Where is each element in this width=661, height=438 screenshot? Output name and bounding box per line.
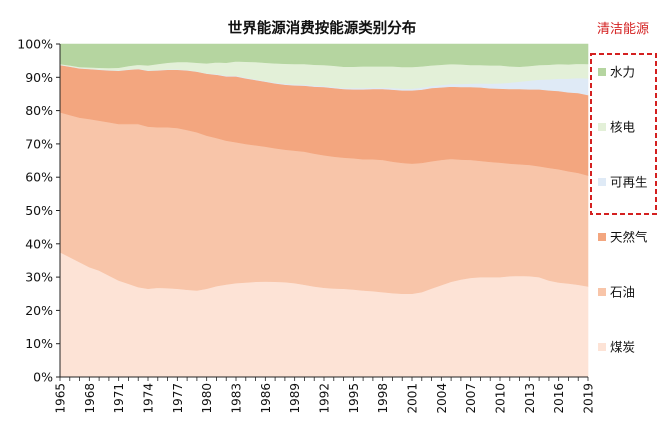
chart-title: 世界能源消费按能源类别分布	[228, 19, 417, 37]
x-tick-label: 2001	[406, 383, 420, 414]
y-tick-label: 80%	[25, 103, 53, 118]
x-tick-label: 1995	[347, 383, 361, 414]
legend-label: 水力	[610, 65, 635, 80]
area-series-5	[59, 43, 589, 69]
legend-label: 石油	[610, 285, 635, 300]
x-tick-label: 1968	[83, 383, 97, 414]
x-axis: 1965 1968 1971 1974 1977 1980 1983 1986 1989 1992…	[54, 376, 596, 414]
x-tick-label: 1986	[259, 383, 273, 414]
y-tick-label: 50%	[25, 203, 53, 218]
y-tick-label: 100%	[17, 37, 53, 52]
legend-swatch	[598, 343, 606, 351]
x-tick-label: 2004	[435, 383, 449, 414]
y-tick-label: 10%	[25, 336, 53, 351]
x-tick-label: 2019	[582, 383, 596, 414]
legend-swatch	[598, 233, 606, 241]
y-tick-label: 70%	[25, 136, 53, 151]
x-tick-label: 1965	[54, 383, 68, 414]
y-tick-label: 0%	[33, 370, 53, 385]
x-tick-label: 1974	[142, 383, 156, 414]
legend-label: 可再生	[610, 175, 648, 190]
clean-energy-label: 清洁能源	[597, 22, 649, 37]
legend-swatch	[598, 68, 606, 76]
legend-swatch	[598, 123, 606, 131]
x-tick-label: 1980	[200, 383, 214, 414]
x-tick-label: 1971	[112, 383, 126, 414]
legend-swatch	[598, 288, 606, 296]
x-tick-label: 1977	[171, 383, 185, 414]
x-tick-label: 2016	[552, 383, 566, 414]
legend-label: 煤炭	[610, 340, 635, 355]
legend-label: 核电	[610, 120, 636, 135]
y-tick-label: 90%	[25, 70, 53, 85]
x-tick-label: 1983	[230, 383, 244, 414]
x-tick-label: 2007	[464, 383, 478, 414]
clean-energy-bracket	[590, 53, 657, 215]
y-tick-label: 30%	[25, 270, 53, 285]
x-tick-label: 1989	[288, 383, 302, 414]
y-tick-label: 40%	[25, 236, 53, 251]
x-tick-label: 1998	[376, 383, 390, 414]
x-tick-label: 2010	[494, 383, 508, 414]
area-layers	[59, 43, 589, 378]
y-tick-label: 20%	[25, 303, 53, 318]
x-tick-label: 1992	[318, 383, 332, 414]
y-tick-label: 60%	[25, 170, 53, 185]
legend-label: 天然气	[610, 230, 648, 245]
y-axis: 0% 10% 20% 30% 40% 50% 60% 70% 80% 90% 100%	[17, 37, 61, 385]
x-tick-label: 2013	[523, 383, 537, 414]
legend-swatch	[598, 178, 606, 186]
